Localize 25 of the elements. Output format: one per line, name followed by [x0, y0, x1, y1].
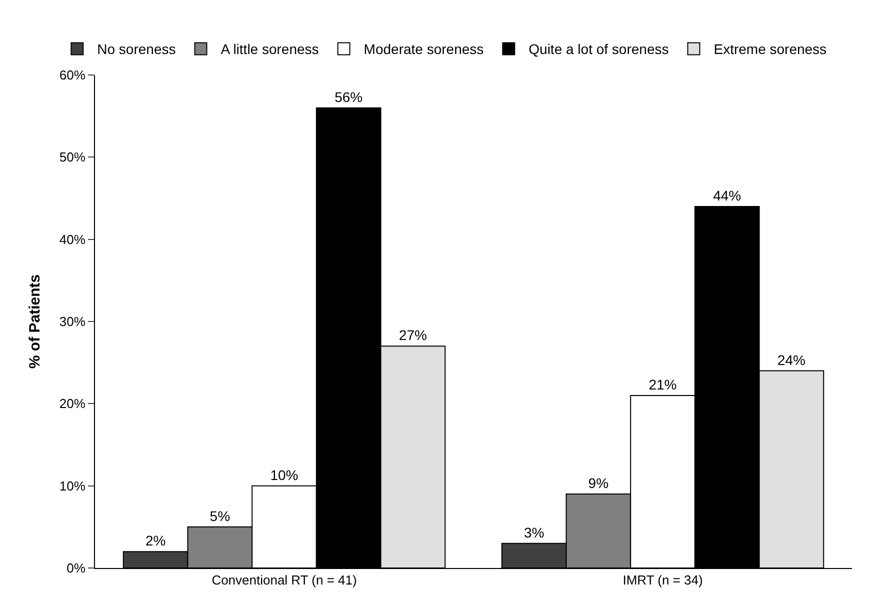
y-tick-label: 20% — [59, 396, 86, 412]
legend-label: Quite a lot of soreness — [528, 41, 669, 58]
data-label: 44% — [713, 187, 742, 204]
data-label: 24% — [777, 352, 806, 368]
data-label: 3% — [524, 524, 544, 540]
data-label: 21% — [648, 376, 677, 392]
legend-label: Moderate soreness — [364, 41, 484, 58]
data-label: 5% — [210, 508, 230, 524]
y-tick-label: 40% — [59, 232, 86, 247]
data-label: 10% — [270, 466, 298, 483]
y-tick-label: 50% — [59, 150, 86, 165]
y-tick-label: 0% — [66, 560, 86, 576]
data-label: 27% — [398, 327, 427, 344]
y-tick-label: 30% — [59, 314, 86, 330]
y-tick-label: 60% — [59, 68, 86, 83]
legend-label: A little soreness — [220, 41, 319, 58]
x-tick-label: IMRT (n = 34) — [622, 572, 703, 588]
legend-label: No soreness — [97, 41, 176, 58]
y-axis-title: % of Patients — [26, 274, 44, 369]
data-label: 56% — [334, 88, 363, 105]
data-label: 2% — [145, 532, 166, 549]
y-tick-label: 10% — [59, 478, 86, 494]
x-tick-label: Conventional RT (n = 41) — [212, 572, 357, 588]
data-label: 9% — [588, 475, 609, 492]
legend-label: Extreme soreness — [714, 41, 827, 58]
